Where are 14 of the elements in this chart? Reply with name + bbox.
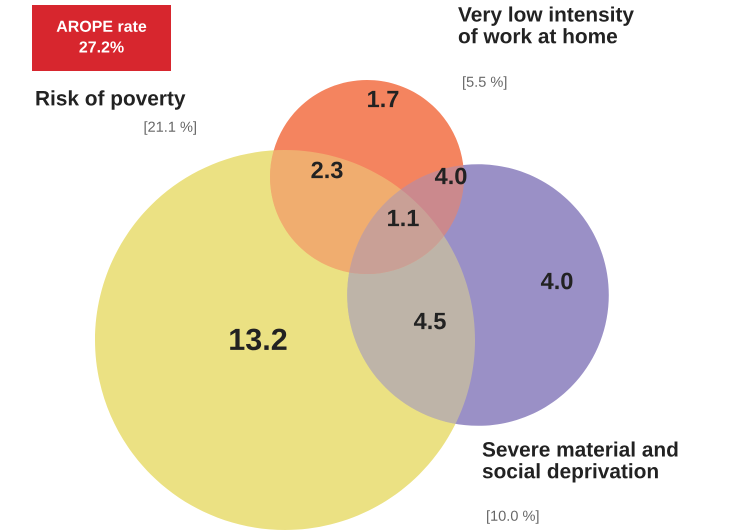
data-label: [10.0 %]	[487, 510, 538, 524]
data-label: [21.1 %]	[144, 121, 196, 135]
text: 4.0	[540, 272, 572, 290]
text: Risk of poverty	[36, 90, 186, 110]
text: 2.3	[311, 162, 343, 178]
text: 13.2	[230, 328, 287, 350]
text: 4.5	[414, 312, 446, 330]
text: 1.7	[368, 90, 398, 108]
text: 4.0	[434, 168, 466, 184]
data-label: [5.5 %]	[463, 76, 506, 90]
text: Very low intensity of work at home	[458, 6, 634, 44]
text: Severe material and social deprivation	[482, 441, 678, 483]
text: 1.1	[388, 210, 419, 226]
text: AROPE rate 27.2%	[56, 20, 146, 53]
